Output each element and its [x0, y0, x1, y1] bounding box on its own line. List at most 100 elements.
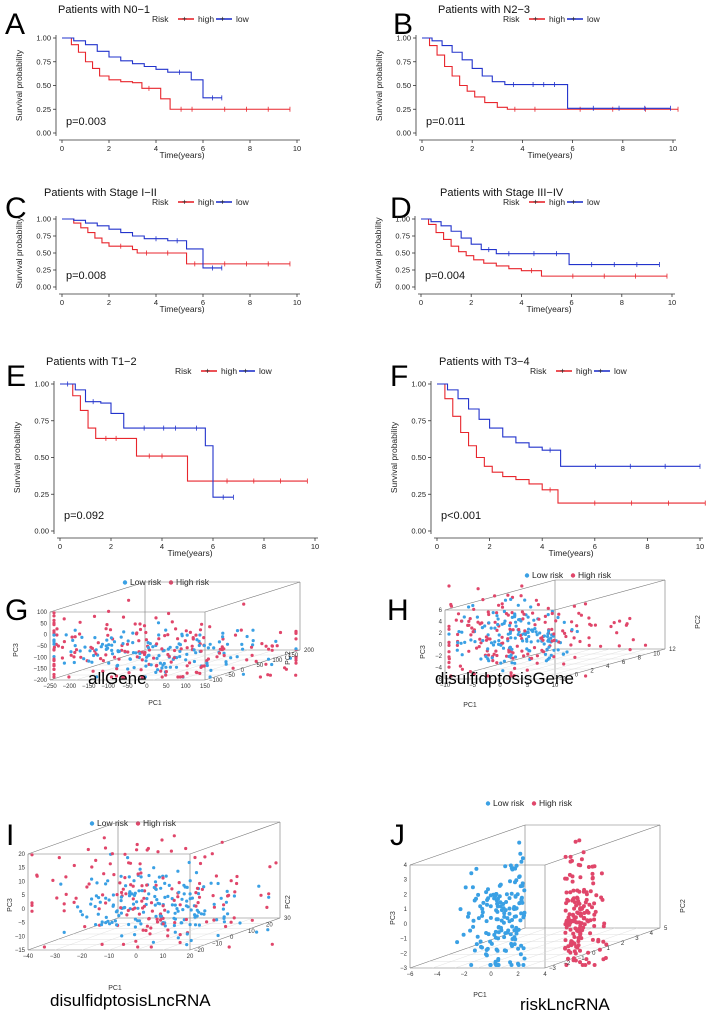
point-low-risk [112, 640, 117, 644]
point-high-risk [582, 915, 587, 920]
point-low-risk [172, 916, 176, 920]
point-low-risk [80, 913, 84, 917]
y-tick-label: 0.25 [396, 105, 411, 114]
point-high-risk [194, 633, 198, 637]
point-high-risk [136, 872, 140, 876]
point-low-risk [229, 656, 233, 660]
point-low-risk [522, 910, 527, 915]
point-high-risk [643, 643, 648, 647]
point-low-risk [224, 660, 228, 664]
point-low-risk [529, 605, 533, 609]
point-low-risk [463, 640, 467, 645]
point-high-risk [523, 629, 527, 633]
point-high-risk [270, 644, 274, 648]
point-high-risk [60, 656, 64, 660]
point-high-risk [173, 648, 177, 653]
point-high-risk [506, 637, 510, 641]
z-tick-label: 10 [653, 651, 660, 657]
point-high-risk [52, 675, 56, 679]
x-tick-label: −250 [43, 684, 57, 690]
point-high-risk [127, 598, 131, 602]
y-tick-label: −15 [15, 948, 26, 954]
x-tick-label: 0 [60, 298, 64, 307]
point-high-risk [578, 863, 583, 868]
x-tick-label: 6 [201, 144, 205, 153]
point-low-risk [486, 896, 491, 901]
point-high-risk [142, 624, 147, 628]
legend-title: Risk [503, 197, 520, 207]
point-high-risk [138, 622, 142, 626]
point-low-risk [535, 633, 539, 637]
point-low-risk [147, 653, 151, 657]
x-tick-label: −6 [407, 972, 415, 978]
point-low-risk [139, 922, 143, 926]
x-tick-label: 8 [262, 542, 266, 551]
legend-low-marker: + [220, 14, 225, 24]
panel-label: D [390, 192, 412, 225]
point-high-risk [278, 630, 283, 635]
point-high-risk [245, 658, 249, 662]
y-tick-label: 1.00 [36, 34, 51, 43]
x-tick-label: −30 [50, 954, 61, 960]
point-low-risk [519, 911, 524, 916]
point-high-risk [574, 920, 579, 925]
point-high-risk [149, 926, 153, 930]
point-high-risk [624, 623, 629, 627]
point-high-risk [123, 852, 127, 856]
point-high-risk [564, 890, 569, 895]
point-high-risk [468, 617, 472, 621]
legend-low-marker: + [571, 197, 576, 207]
point-low-risk [128, 891, 132, 895]
x-tick-label: −10 [440, 683, 451, 689]
point-low-risk [119, 874, 123, 878]
point-low-risk [502, 914, 507, 919]
point-high-risk [294, 658, 298, 662]
point-high-risk [568, 890, 573, 895]
point-high-risk [563, 945, 568, 950]
point-low-risk [493, 640, 497, 644]
point-low-risk [119, 895, 123, 899]
point-high-risk [294, 637, 298, 641]
point-high-risk [100, 942, 104, 947]
point-high-risk [578, 931, 583, 936]
legend-low-label: Low risk [532, 570, 564, 580]
point-high-risk [220, 840, 224, 844]
panel-caption: allGene [88, 669, 147, 688]
point-low-risk [79, 909, 83, 914]
point-low-risk [52, 642, 56, 646]
point-low-risk [494, 947, 499, 952]
point-low-risk [157, 875, 161, 879]
point-low-risk [115, 923, 119, 927]
point-high-risk [149, 901, 154, 905]
point-low-risk [222, 651, 226, 655]
y-tick-label: 0.50 [36, 249, 51, 258]
point-low-risk [73, 628, 77, 632]
point-high-risk [35, 873, 39, 877]
point-low-risk [514, 624, 518, 628]
point-high-risk [145, 883, 149, 887]
point-low-risk [499, 661, 503, 665]
cube-edge [444, 579, 556, 611]
point-high-risk [459, 619, 464, 623]
point-low-risk [517, 874, 522, 879]
point-high-risk [202, 636, 206, 640]
point-low-risk [493, 935, 498, 940]
x-tick-label: −2 [461, 972, 469, 978]
y-tick-label: 50 [40, 621, 47, 627]
y-tick-label: 2 [404, 892, 408, 898]
x-tick-label: 8 [621, 144, 625, 153]
point-low-risk [481, 900, 486, 905]
z-tick-label: 0 [592, 951, 596, 957]
point-low-risk [525, 637, 529, 641]
legend-high-dot [135, 821, 141, 826]
point-low-risk [526, 627, 531, 631]
km-curve-high [421, 218, 667, 277]
point-high-risk [184, 917, 188, 922]
point-high-risk [579, 857, 584, 862]
point-low-risk [146, 646, 150, 650]
panel-caption: riskLncRNA [520, 995, 610, 1014]
point-low-risk [503, 864, 508, 869]
point-high-risk [592, 901, 597, 906]
point-low-risk [134, 651, 138, 655]
point-high-risk [101, 669, 105, 673]
